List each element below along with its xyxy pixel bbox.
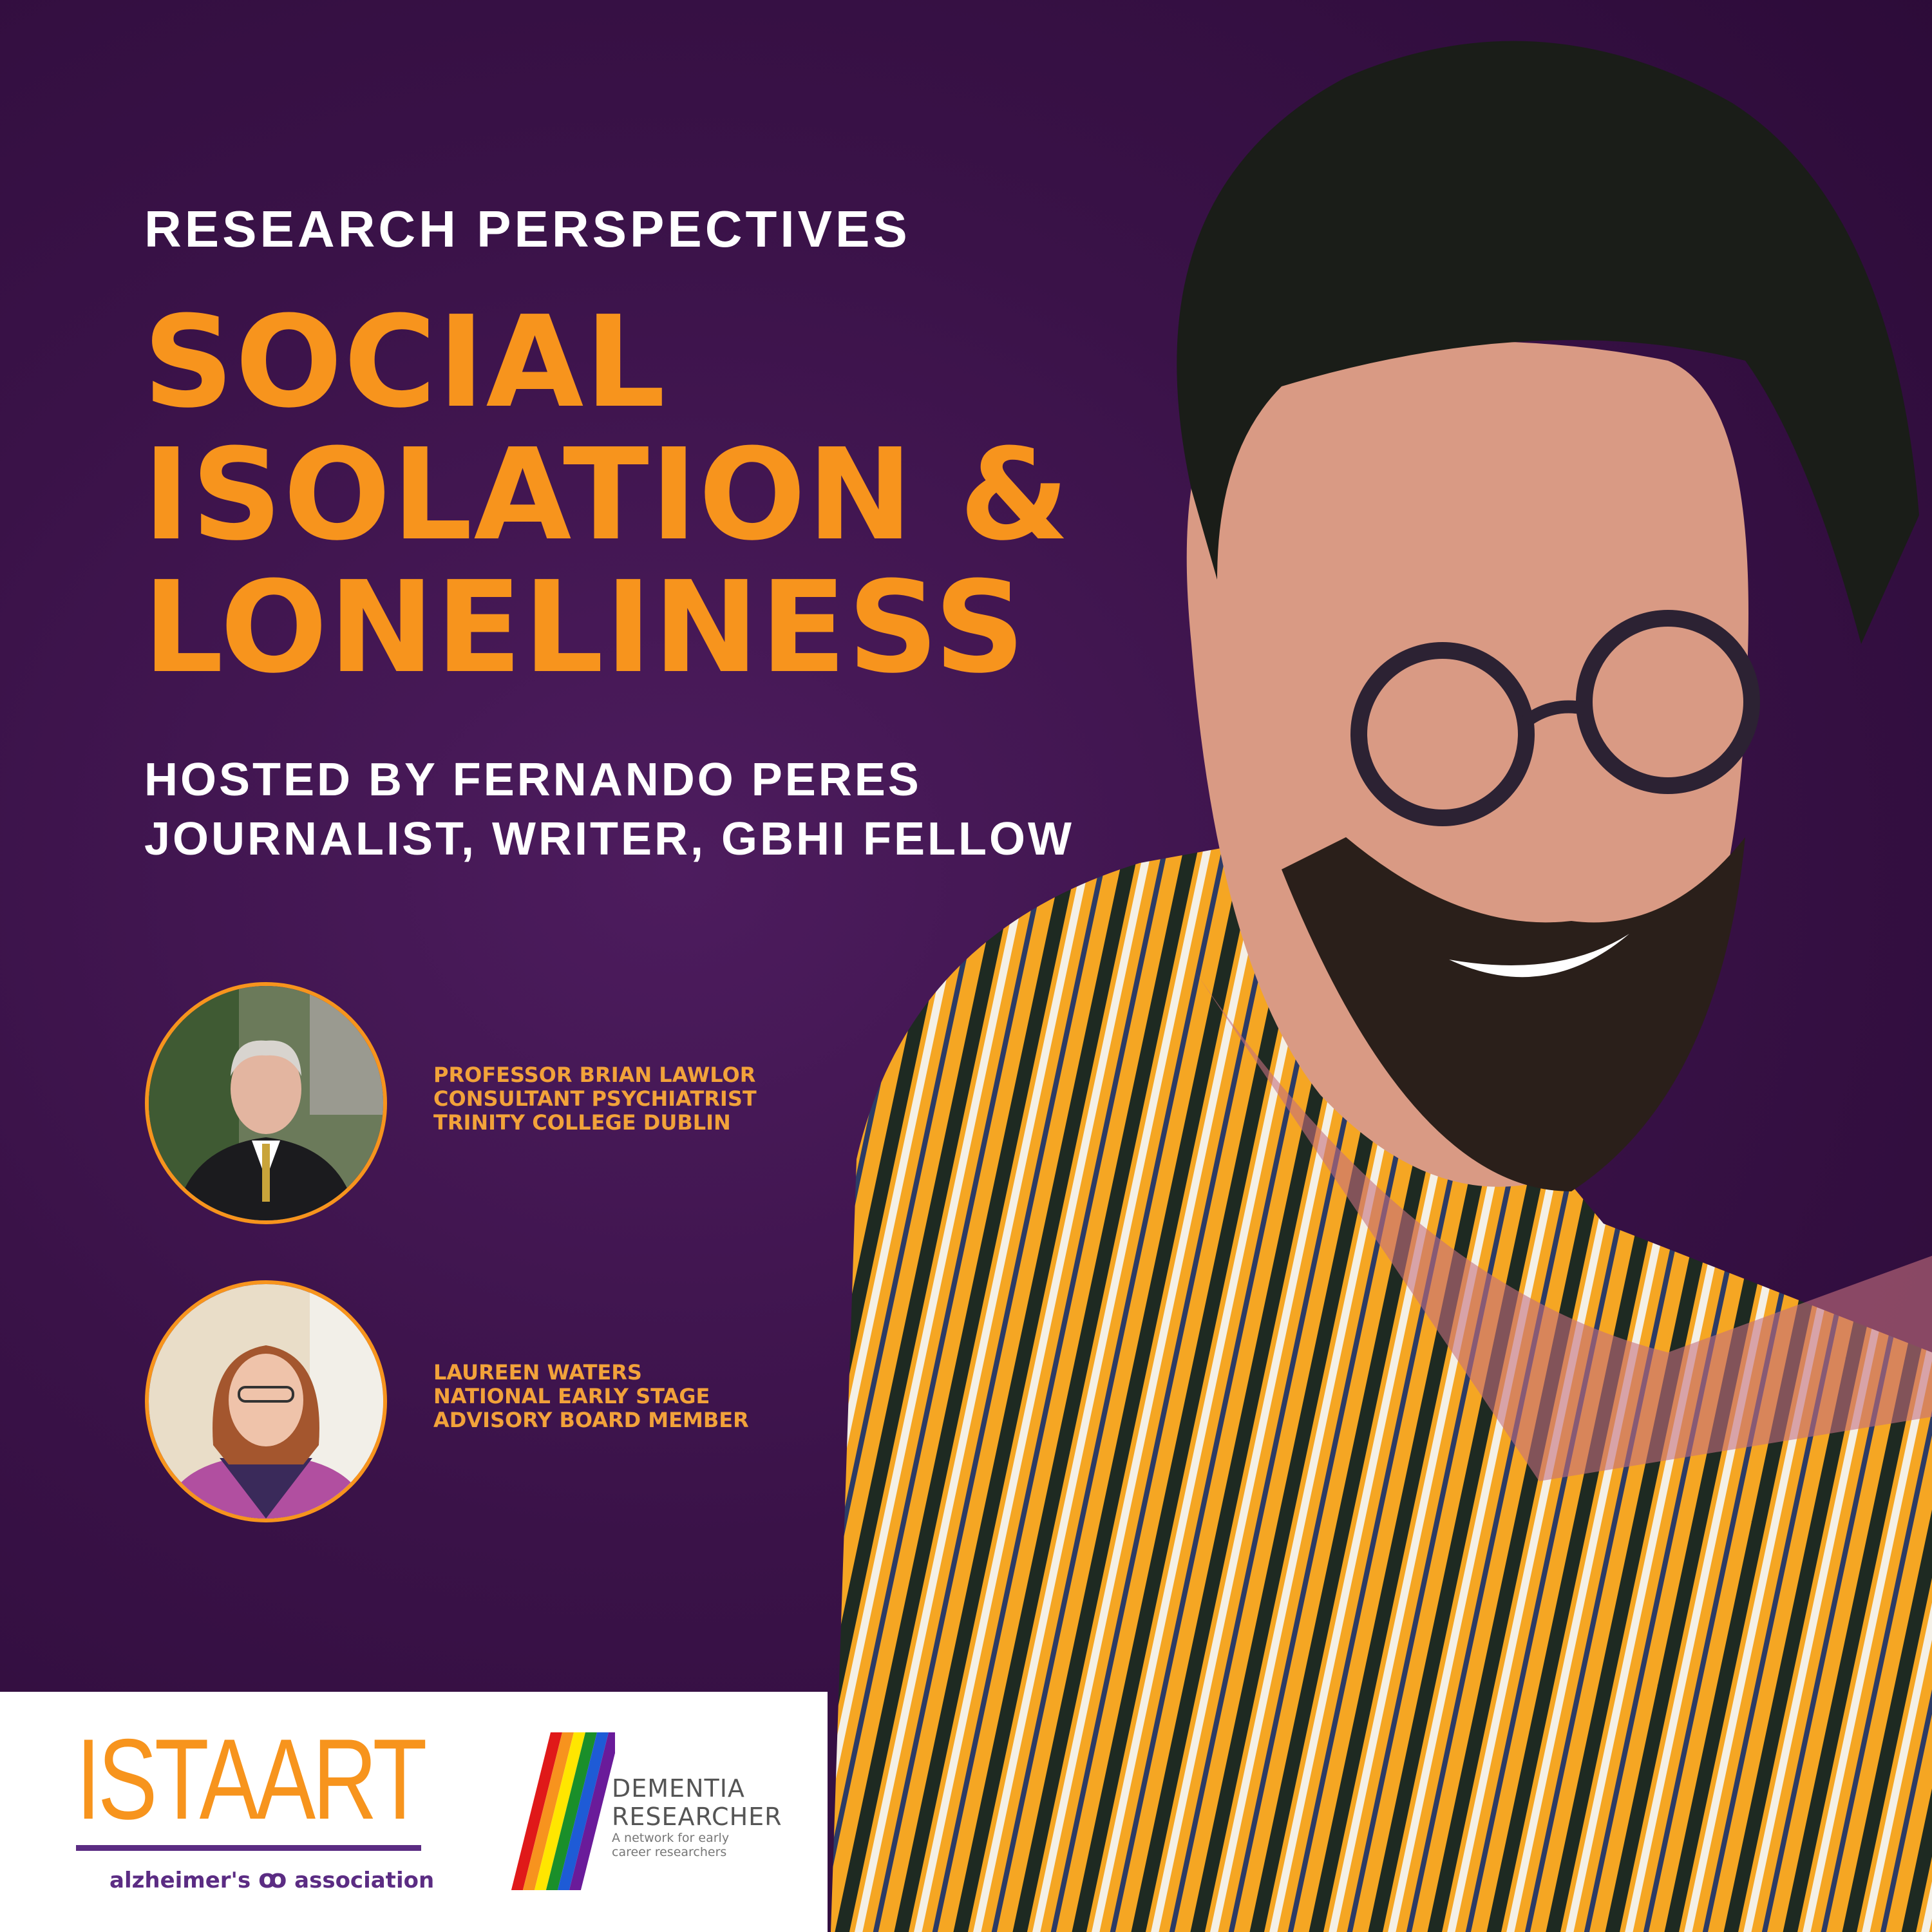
- guest-2-caption: LAUREEN WATERS NATIONAL EARLY STAGE ADVI…: [433, 1361, 749, 1432]
- guest-title: CONSULTANT PSYCHIATRIST: [433, 1086, 757, 1111]
- dr-title-line: RESEARCHER: [612, 1803, 782, 1831]
- dr-title-line: DEMENTIA: [612, 1774, 745, 1803]
- logo-divider: [76, 1845, 421, 1851]
- host-line: HOSTED BY FERNANDO PERES: [144, 754, 922, 806]
- host-photo: [831, 41, 1932, 1932]
- istaart-logo: ISTAART: [76, 1715, 427, 1843]
- dr-tagline-line: A network for early: [612, 1831, 730, 1845]
- series-kicker: RESEARCH PERSPECTIVES: [144, 200, 911, 258]
- dementia-researcher-rainbow-icon: [511, 1732, 615, 1890]
- guest-affiliation: TRINITY COLLEGE DUBLIN: [433, 1110, 731, 1135]
- alzheimers-association-logo: alzheimer's ꝏ association: [109, 1864, 434, 1894]
- dementia-researcher-tagline: A network for early career researchers: [612, 1831, 729, 1859]
- dr-tagline-line: career researchers: [612, 1845, 727, 1859]
- host-role: JOURNALIST, WRITER, GBHI FELLOW: [144, 813, 1074, 865]
- episode-title: SOCIAL ISOLATION & LONELINESS: [143, 296, 1071, 694]
- title-line: LONELINESS: [143, 554, 1027, 701]
- guest-affiliation: ADVISORY BOARD MEMBER: [433, 1408, 749, 1432]
- guest-name: PROFESSOR BRIAN LAWLOR: [433, 1063, 756, 1087]
- guest-name: LAUREEN WATERS: [433, 1360, 642, 1385]
- alz-text-left: alzheimer's: [109, 1868, 251, 1893]
- guest-title: NATIONAL EARLY STAGE: [433, 1384, 710, 1408]
- title-line: SOCIAL: [143, 289, 667, 436]
- guest-1-caption: PROFESSOR BRIAN LAWLOR CONSULTANT PSYCHI…: [433, 1063, 757, 1135]
- guest-avatar-laureen-waters: [145, 1280, 387, 1522]
- alz-symbol-icon: ꝏ: [258, 1864, 287, 1894]
- alz-text-right: association: [294, 1868, 435, 1893]
- host-info: HOSTED BY FERNANDO PERES JOURNALIST, WRI…: [144, 750, 1074, 869]
- guest-avatar-brian-lawlor: [145, 982, 387, 1224]
- title-line: ISOLATION &: [143, 422, 1071, 569]
- dementia-researcher-title: DEMENTIA RESEARCHER: [612, 1774, 782, 1831]
- footer-logos: [0, 1692, 828, 1932]
